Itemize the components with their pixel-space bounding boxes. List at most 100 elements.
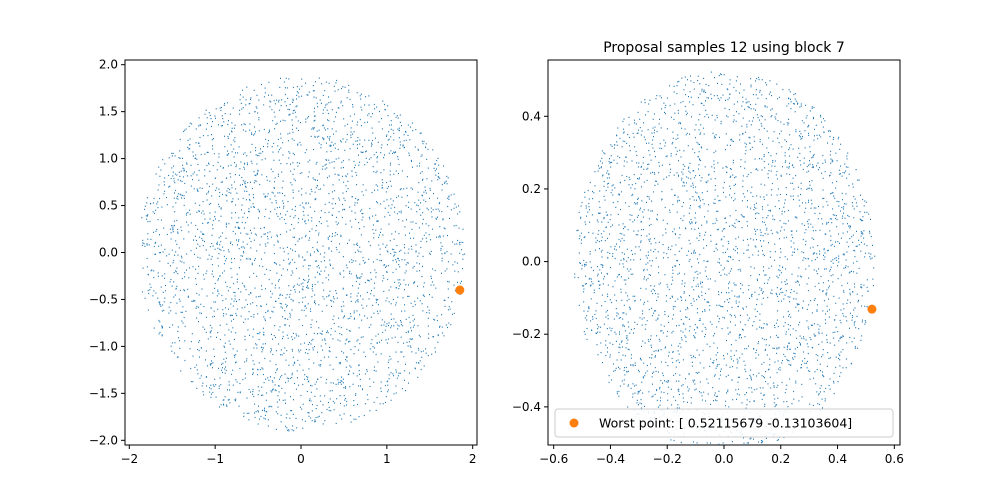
sample-point xyxy=(172,262,174,264)
sample-point xyxy=(716,395,718,397)
sample-point xyxy=(234,226,236,228)
sample-point xyxy=(610,155,612,157)
sample-point xyxy=(829,175,830,177)
sample-point xyxy=(621,174,623,177)
sample-point xyxy=(802,238,804,241)
sample-point xyxy=(709,365,711,367)
sample-point xyxy=(276,234,278,236)
sample-point xyxy=(343,352,345,354)
sample-point xyxy=(827,221,829,224)
sample-point xyxy=(153,290,155,292)
sample-point xyxy=(300,283,302,285)
sample-point xyxy=(373,237,375,239)
sample-point xyxy=(592,316,594,318)
sample-point xyxy=(161,334,163,336)
sample-point xyxy=(251,143,253,145)
sample-point xyxy=(212,245,214,247)
sample-point xyxy=(388,301,390,303)
sample-point xyxy=(286,377,288,379)
sample-point xyxy=(162,291,164,293)
sample-point xyxy=(790,195,792,197)
sample-point xyxy=(310,135,312,137)
sample-point xyxy=(341,141,343,143)
sample-point xyxy=(325,104,327,106)
sample-point xyxy=(701,224,703,226)
sample-point xyxy=(326,378,328,381)
sample-point xyxy=(861,295,863,297)
sample-point xyxy=(418,182,420,184)
sample-point xyxy=(749,297,751,299)
sample-point xyxy=(272,389,274,391)
sample-point xyxy=(792,103,794,105)
sample-point xyxy=(607,251,609,253)
sample-point xyxy=(163,181,165,183)
sample-point xyxy=(361,319,363,321)
sample-point xyxy=(632,253,633,255)
sample-point xyxy=(760,442,762,444)
sample-point xyxy=(720,264,722,266)
sample-point xyxy=(825,268,827,270)
sample-point xyxy=(292,236,294,238)
sample-point xyxy=(716,326,718,328)
sample-point xyxy=(374,282,375,284)
sample-point xyxy=(212,219,214,222)
sample-point xyxy=(598,230,600,232)
sample-point xyxy=(220,181,222,183)
sample-point xyxy=(365,151,366,153)
sample-point xyxy=(203,233,205,236)
sample-point xyxy=(706,245,708,247)
sample-point xyxy=(644,99,646,101)
sample-point xyxy=(225,237,227,239)
sample-point xyxy=(453,225,455,227)
sample-point xyxy=(755,202,757,204)
sample-point xyxy=(312,349,314,351)
sample-point xyxy=(172,231,174,233)
sample-point xyxy=(819,325,821,327)
sample-point xyxy=(275,202,277,204)
sample-point xyxy=(404,304,405,306)
sample-point xyxy=(854,307,856,309)
sample-point xyxy=(762,250,763,252)
sample-point xyxy=(321,83,323,85)
sample-point xyxy=(692,298,694,300)
sample-point xyxy=(792,148,794,150)
sample-point xyxy=(296,335,298,337)
sample-point xyxy=(662,374,664,377)
sample-point xyxy=(748,101,750,103)
sample-point xyxy=(631,184,633,186)
sample-point xyxy=(253,171,255,173)
sample-point xyxy=(676,260,678,262)
sample-point xyxy=(781,381,783,384)
sample-point xyxy=(354,204,356,206)
sample-point xyxy=(234,356,236,358)
sample-point xyxy=(698,296,700,298)
sample-point xyxy=(435,208,437,210)
sample-point xyxy=(357,339,359,341)
sample-point xyxy=(762,143,763,145)
sample-point xyxy=(218,220,220,222)
sample-point xyxy=(267,143,269,145)
sample-point xyxy=(430,207,432,209)
sample-point xyxy=(255,106,257,108)
sample-point xyxy=(607,221,609,223)
sample-point xyxy=(233,354,235,356)
sample-point xyxy=(261,285,262,287)
sample-point xyxy=(328,193,330,195)
sample-point xyxy=(328,82,330,84)
sample-point xyxy=(813,269,815,271)
sample-point xyxy=(733,86,735,89)
sample-point xyxy=(693,300,695,302)
sample-point xyxy=(282,154,284,156)
sample-point xyxy=(367,399,369,401)
sample-point xyxy=(225,258,227,260)
sample-point xyxy=(444,228,446,230)
sample-point xyxy=(609,162,611,164)
sample-point xyxy=(382,243,384,245)
sample-point xyxy=(388,152,390,154)
sample-point xyxy=(671,344,673,346)
sample-point xyxy=(350,296,352,298)
sample-point xyxy=(324,260,325,262)
sample-point xyxy=(435,217,437,219)
sample-point xyxy=(342,86,344,88)
sample-point xyxy=(730,321,731,323)
